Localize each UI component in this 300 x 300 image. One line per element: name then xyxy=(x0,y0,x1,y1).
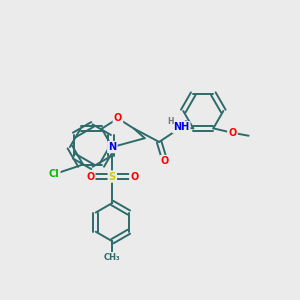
Text: O: O xyxy=(161,156,169,166)
Text: O: O xyxy=(86,172,94,182)
Text: O: O xyxy=(114,113,122,123)
Text: Cl: Cl xyxy=(49,169,59,179)
Text: H: H xyxy=(168,117,174,126)
Text: S: S xyxy=(109,172,116,182)
Text: O: O xyxy=(228,128,237,138)
Text: O: O xyxy=(130,172,139,182)
Text: NH: NH xyxy=(173,122,189,132)
Text: N: N xyxy=(108,142,116,152)
Text: CH₃: CH₃ xyxy=(104,253,121,262)
